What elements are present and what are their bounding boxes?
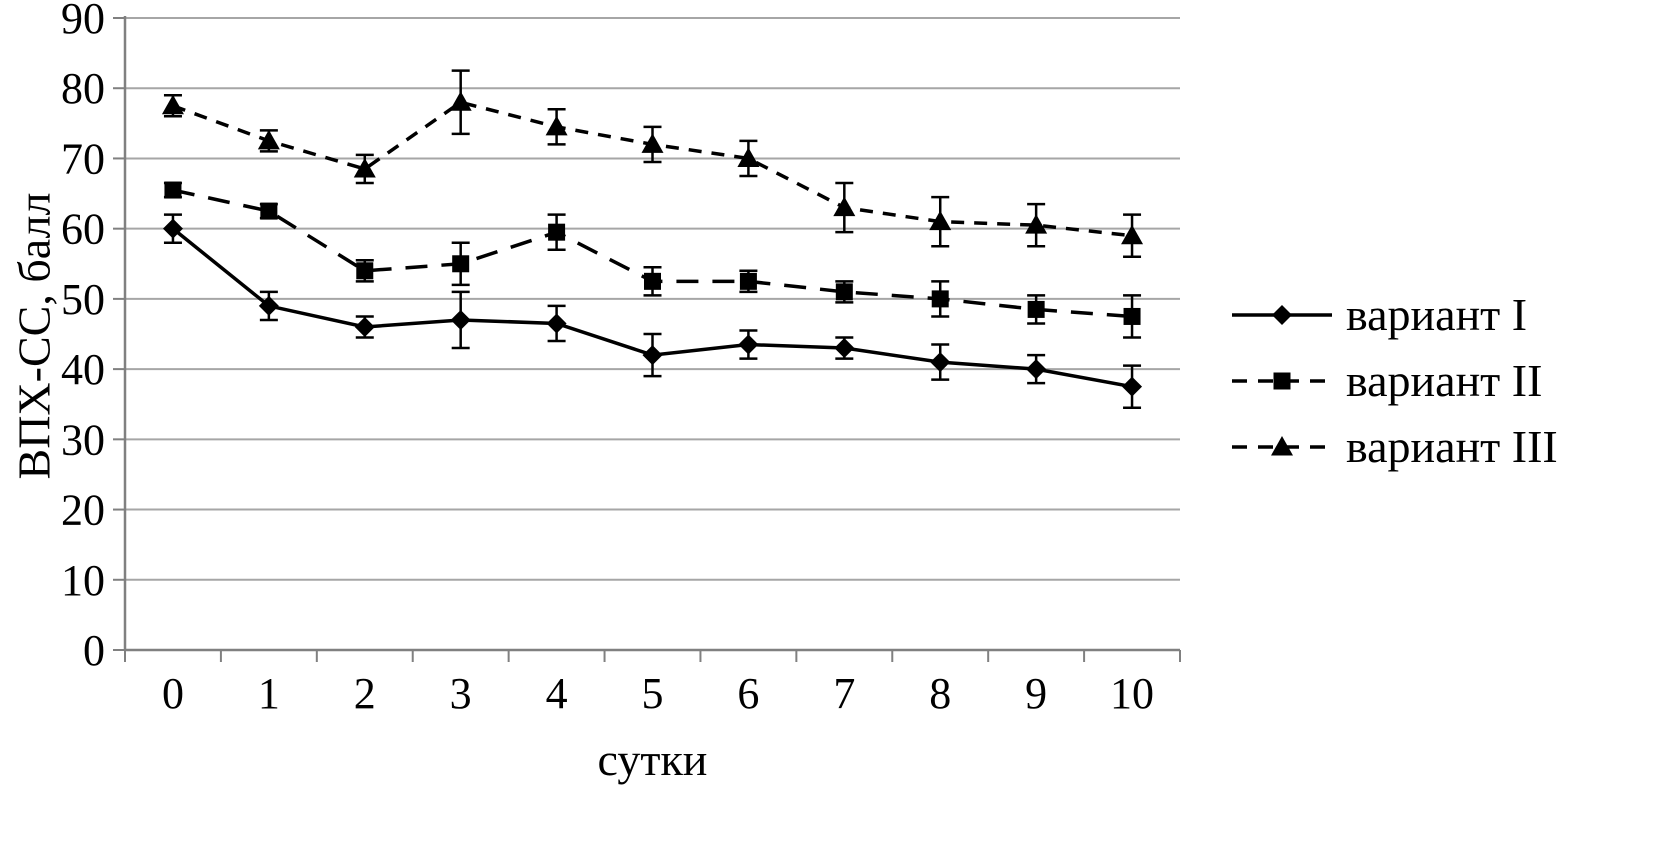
diamond-marker <box>1122 376 1143 397</box>
square-marker <box>356 262 374 280</box>
x-tick-label: 7 <box>833 669 855 718</box>
y-tick-label: 10 <box>61 556 105 605</box>
diamond-marker <box>1272 305 1292 325</box>
series-1 <box>162 213 1143 409</box>
x-tick-label: 1 <box>258 669 280 718</box>
series-3 <box>161 69 1144 259</box>
triangle-marker <box>1271 436 1293 456</box>
x-tick-label: 3 <box>450 669 472 718</box>
square-marker <box>1273 372 1291 390</box>
x-axis-title: сутки <box>597 734 708 785</box>
x-tick-label: 0 <box>162 669 184 718</box>
diamond-marker <box>546 313 567 334</box>
square-marker <box>931 290 949 308</box>
triangle-marker <box>1025 214 1048 234</box>
legend: вариант I вариант II вариант III <box>1232 292 1558 470</box>
y-tick-label: 30 <box>61 415 105 464</box>
square-marker <box>164 181 182 199</box>
square-marker <box>452 255 470 273</box>
y-tick-label: 70 <box>61 134 105 183</box>
x-tick-label: 4 <box>546 669 568 718</box>
y-tick-label: 80 <box>61 64 105 113</box>
triangle-marker <box>1121 224 1144 245</box>
y-tick-label: 60 <box>61 205 105 254</box>
triangle-marker <box>545 115 568 136</box>
triangle-marker <box>257 129 280 150</box>
series-line <box>172 188 1133 319</box>
x-tick-label: 2 <box>354 669 376 718</box>
diamond-marker <box>1026 359 1047 380</box>
legend-entry-variant-2: вариант II <box>1232 358 1558 404</box>
x-tick-label: 8 <box>929 669 951 718</box>
diamond-marker <box>354 316 375 337</box>
tick-labels: 0 10 20 30 40 50 60 70 80 90 0 1 2 3 4 5 6 7 8 9 10 <box>61 0 1154 718</box>
square-marker <box>835 283 853 301</box>
legend-entry-variant-1: вариант I <box>1232 292 1558 338</box>
y-tick-label: 50 <box>61 275 105 324</box>
square-marker <box>548 223 566 241</box>
square-marker <box>739 272 757 290</box>
triangle-marker <box>929 210 952 231</box>
series-2 <box>163 181 1142 339</box>
diamond-marker <box>738 334 759 355</box>
triangle-marker <box>449 91 472 111</box>
y-axis-title: ВПХ-СС, балл <box>8 192 60 480</box>
x-tick-label: 6 <box>737 669 759 718</box>
diamond-marker <box>642 345 663 366</box>
plot-svg: 0 10 20 30 40 50 60 70 80 90 0 1 2 3 4 5 6 7 8 9 10 <box>61 0 1181 718</box>
diamond-marker <box>450 309 471 330</box>
gridlines <box>125 17 1180 581</box>
triangle-marker <box>161 94 184 115</box>
y-tick-label: 90 <box>61 0 105 43</box>
y-tick-label: 40 <box>61 345 105 394</box>
triangle-marker <box>353 157 376 178</box>
legend-label-variant-2: вариант II <box>1346 355 1543 406</box>
legend-entry-variant-3: вариант III <box>1232 424 1558 470</box>
x-tick-label: 5 <box>642 669 664 718</box>
legend-label-variant-1: вариант I <box>1346 289 1528 340</box>
diamond-marker <box>834 338 855 359</box>
diamond-marker <box>930 352 951 373</box>
square-marker <box>260 202 278 220</box>
triangle-marker <box>737 147 760 167</box>
diamond-marker <box>162 218 183 239</box>
legend-line-sample-variant-3 <box>1232 436 1332 456</box>
triangle-marker <box>833 196 856 217</box>
square-marker <box>1027 300 1045 318</box>
axes <box>113 16 1181 662</box>
x-tick-label: 9 <box>1025 669 1047 718</box>
legend-label-variant-3: вариант III <box>1346 421 1558 472</box>
diamond-marker <box>258 295 279 316</box>
x-tick-label: 10 <box>1110 669 1154 718</box>
square-marker <box>644 272 661 290</box>
legend-line-sample-variant-1 <box>1232 305 1332 325</box>
square-marker <box>1123 307 1141 325</box>
y-tick-label: 0 <box>83 626 105 675</box>
series-line <box>172 100 1133 238</box>
legend-line-sample-variant-2 <box>1232 372 1332 390</box>
y-tick-label: 20 <box>61 486 105 535</box>
triangle-marker <box>641 133 664 153</box>
